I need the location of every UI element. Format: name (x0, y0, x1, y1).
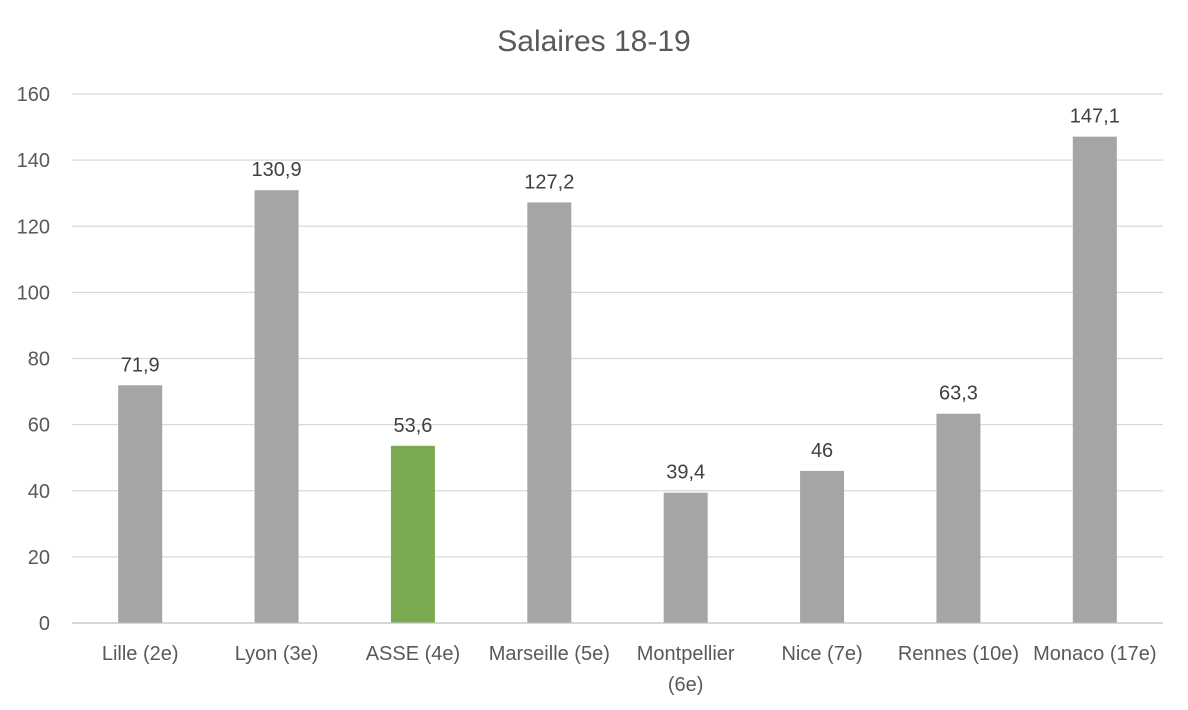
x-category-label: Monaco (17e) (1033, 643, 1156, 665)
x-category-label-line: Lyon (3e) (235, 643, 319, 665)
data-label: 71,9 (121, 354, 160, 376)
gridlines (72, 93, 1163, 558)
bar (390, 445, 435, 623)
x-category-label-line: Marseille (5e) (489, 643, 610, 665)
y-tick-label: 140 (17, 150, 50, 172)
x-category-label-line: Monaco (17e) (1033, 643, 1156, 665)
x-axis-categories: Lille (2e) Lyon (3e) ASSE (4e) Marseille (5… (102, 643, 1157, 696)
y-tick-label: 120 (17, 216, 50, 238)
data-label: 46 (811, 440, 833, 462)
x-category-label-line: ASSE (4e) (366, 643, 460, 665)
data-labels: 71,9 130,9 53,6 127,2 39,4 46 63,3 147,1 (121, 106, 1120, 484)
y-tick-label: 0 (39, 613, 50, 635)
y-tick-label: 20 (28, 547, 50, 569)
bar (800, 470, 845, 623)
y-tick-label: 40 (28, 481, 50, 503)
y-tick-label: 80 (28, 349, 50, 371)
bar (254, 190, 299, 624)
y-axis-ticks: 0 20 40 60 80 100 120 140 160 (17, 84, 50, 635)
x-category-label-line: Lille (2e) (102, 643, 179, 665)
data-label: 53,6 (393, 415, 432, 437)
x-category-label: Marseille (5e) (489, 643, 610, 665)
data-label: 147,1 (1070, 106, 1120, 128)
y-tick-label: 160 (17, 84, 50, 106)
y-tick-label: 60 (28, 415, 50, 437)
x-category-label: Montpellier (6e) (637, 643, 735, 696)
y-tick-label: 100 (17, 282, 50, 304)
x-category-label-line: (6e) (668, 674, 704, 696)
data-label: 39,4 (666, 462, 705, 484)
bar (527, 202, 572, 623)
x-category-label: Nice (7e) (781, 643, 862, 665)
x-category-label-line: Montpellier (637, 643, 735, 665)
bar (663, 492, 708, 623)
x-category-label-line: Nice (7e) (781, 643, 862, 665)
data-label: 63,3 (939, 383, 978, 405)
x-category-label: ASSE (4e) (366, 643, 460, 665)
x-category-label-line: Rennes (10e) (898, 643, 1019, 665)
bar (1072, 136, 1117, 623)
data-label: 130,9 (252, 159, 302, 181)
data-label: 127,2 (524, 171, 574, 193)
bar (936, 413, 981, 623)
x-category-label: Rennes (10e) (898, 643, 1019, 665)
x-category-label: Lyon (3e) (235, 643, 319, 665)
x-category-label: Lille (2e) (102, 643, 179, 665)
bars (118, 136, 1117, 624)
chart-title: Salaires 18-19 (497, 25, 690, 58)
bar (118, 385, 163, 623)
